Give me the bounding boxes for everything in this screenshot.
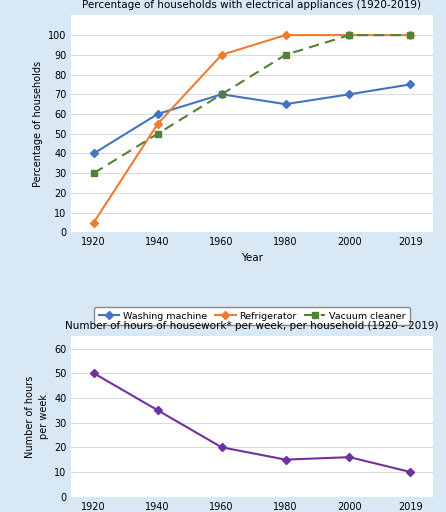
Title: Percentage of households with electrical appliances (1920-2019): Percentage of households with electrical… xyxy=(83,1,421,10)
Refrigerator xyxy=(408,32,413,38)
Vacuum cleaner xyxy=(347,32,352,38)
Washing machine xyxy=(283,101,288,107)
Vacuum cleaner xyxy=(283,52,288,58)
Hours per week xyxy=(347,454,352,460)
Washing machine xyxy=(408,81,413,88)
Y-axis label: Percentage of households: Percentage of households xyxy=(33,61,42,187)
Hours per week xyxy=(91,370,96,376)
Hours per week xyxy=(283,457,288,463)
Vacuum cleaner xyxy=(155,131,161,137)
X-axis label: Year: Year xyxy=(241,253,263,263)
Refrigerator xyxy=(347,32,352,38)
Legend: Washing machine, Refrigerator, Vacuum cleaner: Washing machine, Refrigerator, Vacuum cl… xyxy=(94,307,410,325)
Y-axis label: Number of hours
per week: Number of hours per week xyxy=(25,375,49,458)
Title: Number of hours of housework* per week, per household (1920 - 2019): Number of hours of housework* per week, … xyxy=(65,321,439,331)
Hours per week xyxy=(408,469,413,475)
Line: Hours per week: Hours per week xyxy=(91,371,413,475)
Vacuum cleaner xyxy=(219,91,224,97)
Refrigerator xyxy=(219,52,224,58)
Line: Refrigerator: Refrigerator xyxy=(91,32,413,225)
Line: Washing machine: Washing machine xyxy=(91,81,413,156)
Washing machine xyxy=(219,91,224,97)
Washing machine xyxy=(155,111,161,117)
Line: Vacuum cleaner: Vacuum cleaner xyxy=(91,32,413,176)
Washing machine xyxy=(347,91,352,97)
Hours per week xyxy=(219,444,224,451)
Refrigerator xyxy=(283,32,288,38)
Hours per week xyxy=(155,407,161,413)
Vacuum cleaner xyxy=(91,170,96,176)
Refrigerator xyxy=(155,121,161,127)
Washing machine xyxy=(91,151,96,157)
Refrigerator xyxy=(91,220,96,226)
Vacuum cleaner xyxy=(408,32,413,38)
